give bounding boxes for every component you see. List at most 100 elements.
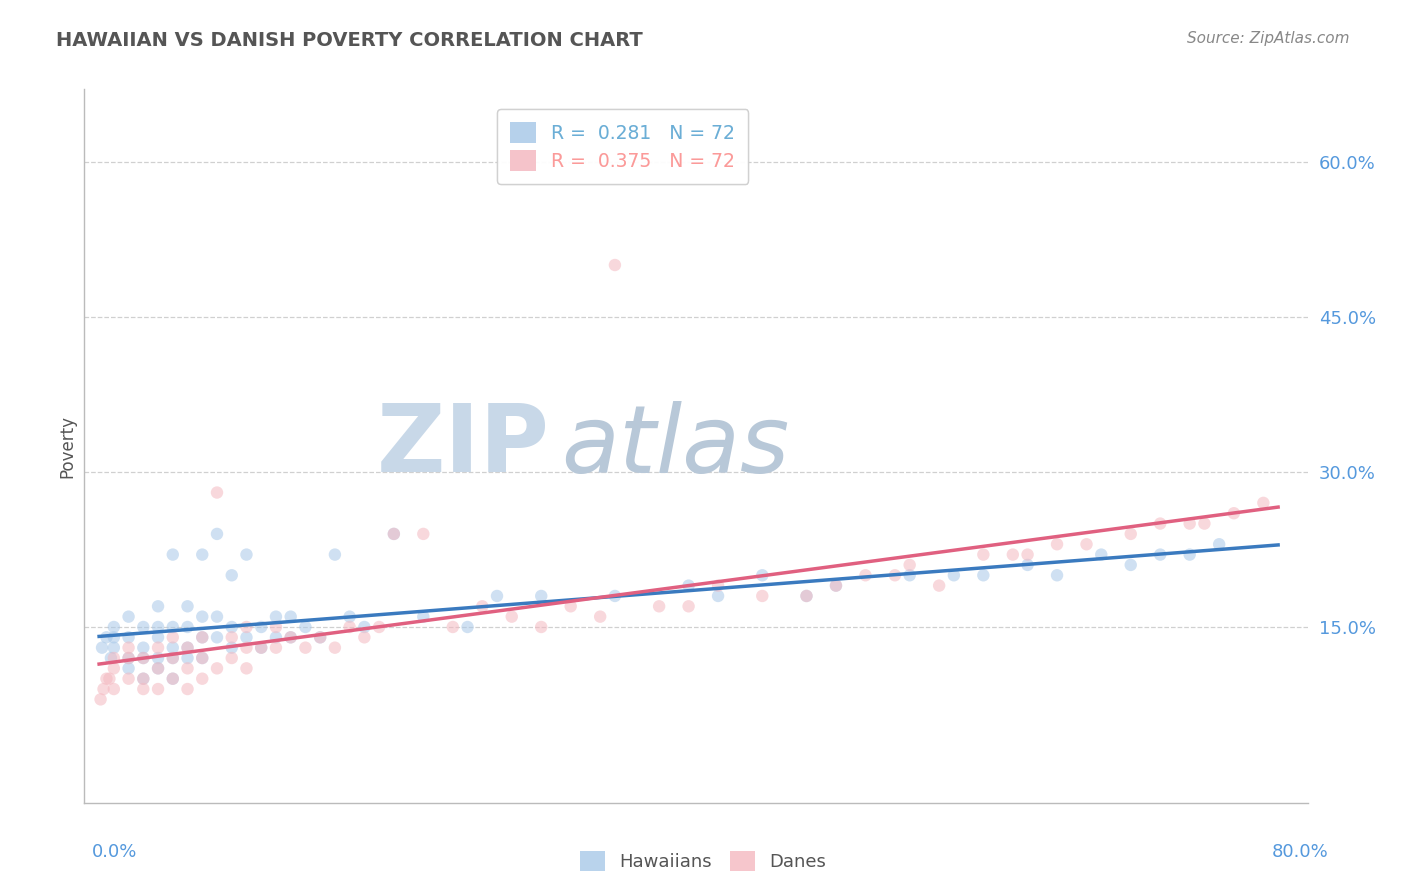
Point [250, 640, 273, 655]
Point [103, 661, 125, 675]
Point [235, 640, 257, 655]
Point [382, 527, 405, 541]
Point [205, 527, 228, 541]
Point [162, 651, 184, 665]
Text: 0.0%: 0.0% [91, 843, 136, 861]
Point [471, 599, 494, 614]
Point [191, 630, 214, 644]
Point [1017, 558, 1039, 572]
Point [250, 640, 273, 655]
Point [176, 640, 198, 655]
Point [368, 620, 391, 634]
Point [221, 568, 243, 582]
Point [603, 589, 626, 603]
Point [93, 681, 115, 696]
Point [825, 579, 848, 593]
Point [162, 640, 184, 655]
Point [751, 589, 773, 603]
Point [117, 630, 139, 644]
Point [280, 630, 302, 644]
Point [796, 589, 818, 603]
Point [530, 620, 553, 634]
Point [898, 558, 921, 572]
Point [751, 568, 773, 582]
Point [132, 651, 155, 665]
Point [117, 651, 139, 665]
Point [103, 640, 125, 655]
Point [1046, 568, 1069, 582]
Point [928, 579, 950, 593]
Point [1178, 548, 1201, 562]
Point [294, 640, 316, 655]
Point [176, 661, 198, 675]
Text: Source: ZipAtlas.com: Source: ZipAtlas.com [1187, 31, 1350, 46]
Point [191, 548, 214, 562]
Point [309, 630, 332, 644]
Point [1253, 496, 1275, 510]
Text: ZIP: ZIP [377, 400, 550, 492]
Point [412, 609, 434, 624]
Point [884, 568, 907, 582]
Point [678, 599, 700, 614]
Point [221, 651, 243, 665]
Point [382, 527, 405, 541]
Point [191, 651, 214, 665]
Point [146, 620, 169, 634]
Point [162, 672, 184, 686]
Point [162, 672, 184, 686]
Point [796, 589, 818, 603]
Point [1001, 548, 1024, 562]
Point [1017, 548, 1039, 562]
Point [825, 579, 848, 593]
Point [176, 599, 198, 614]
Point [323, 548, 346, 562]
Point [205, 661, 228, 675]
Point [191, 651, 214, 665]
Point [1149, 516, 1171, 531]
Point [100, 651, 122, 665]
Point [441, 620, 464, 634]
Point [972, 548, 994, 562]
Point [132, 620, 155, 634]
Point [221, 630, 243, 644]
Point [294, 620, 316, 634]
Point [146, 640, 169, 655]
Legend: R =  0.281   N = 72, R =  0.375   N = 72: R = 0.281 N = 72, R = 0.375 N = 72 [496, 110, 748, 184]
Point [707, 589, 730, 603]
Point [1208, 537, 1230, 551]
Point [162, 630, 184, 644]
Point [280, 609, 302, 624]
Point [205, 609, 228, 624]
Point [91, 640, 114, 655]
Point [1119, 527, 1142, 541]
Point [205, 485, 228, 500]
Point [146, 651, 169, 665]
Point [132, 640, 155, 655]
Point [235, 548, 257, 562]
Point [221, 640, 243, 655]
Point [146, 599, 169, 614]
Point [176, 620, 198, 634]
Point [603, 258, 626, 272]
Point [264, 640, 287, 655]
Point [132, 651, 155, 665]
Point [221, 620, 243, 634]
Point [103, 651, 125, 665]
Text: atlas: atlas [561, 401, 790, 491]
Point [353, 620, 375, 634]
Point [280, 630, 302, 644]
Point [309, 630, 332, 644]
Legend: Hawaiians, Danes: Hawaiians, Danes [572, 844, 834, 879]
Point [176, 640, 198, 655]
Point [146, 661, 169, 675]
Point [707, 579, 730, 593]
Text: 80.0%: 80.0% [1272, 843, 1329, 861]
Point [250, 620, 273, 634]
Point [1076, 537, 1098, 551]
Point [117, 640, 139, 655]
Point [648, 599, 671, 614]
Point [264, 630, 287, 644]
Point [146, 681, 169, 696]
Point [96, 630, 118, 644]
Point [146, 630, 169, 644]
